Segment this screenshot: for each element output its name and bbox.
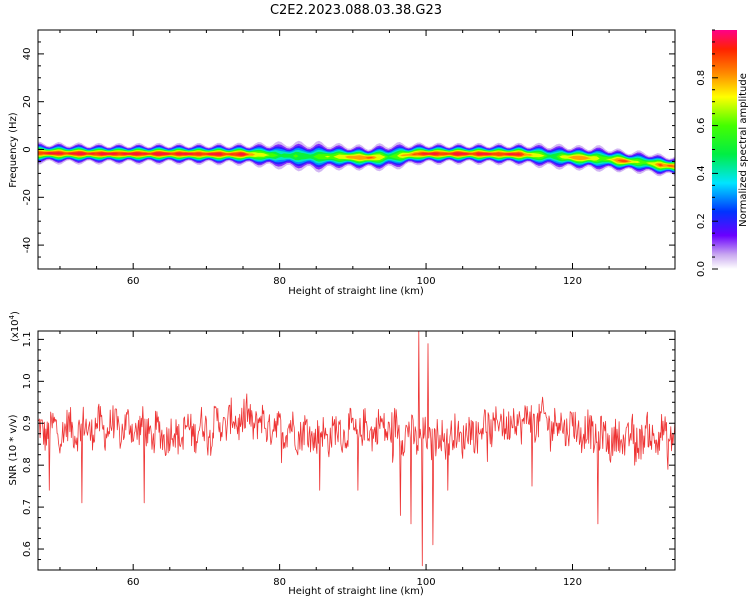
colorbar-tick-label: 0.8	[696, 70, 707, 86]
snr-xtick-label: 60	[127, 577, 140, 588]
colorbar-tick-label: 0.2	[696, 213, 707, 229]
snr-ytick-label: 1.1	[22, 331, 33, 347]
snr-ytick-label: 0.9	[22, 415, 33, 431]
colorbar-gradient	[712, 30, 737, 269]
snr-ytick-label: 0.8	[22, 457, 33, 473]
snr-ytick-label: 0.7	[22, 499, 33, 515]
spectrogram-ridge	[38, 140, 675, 177]
snr-ytick-label: 1.0	[22, 373, 33, 389]
snr-xlabel: Height of straight line (km)	[288, 586, 424, 597]
spectrogram-xtick-label: 80	[273, 276, 286, 287]
spectrogram-ytick-label: 40	[22, 48, 33, 61]
spectrogram-ticks: 60 80 100 120 -40 -20 0 20 40	[22, 29, 675, 287]
chart-title: C2E2.2023.088.03.38.G23	[270, 3, 442, 18]
spectrogram-xtick-label: 60	[127, 276, 140, 287]
colorbar: 0.0 0.2 0.4 0.6 0.8 Normalized spectral ampl…	[696, 29, 749, 277]
colorbar-tick-label: 0.0	[696, 261, 707, 277]
spectrogram-xlabel: Height of straight line (km)	[288, 286, 424, 297]
spectrogram-ytick-label: 20	[22, 95, 33, 108]
colorbar-ticks: 0.0 0.2 0.4 0.6 0.8	[696, 29, 718, 277]
colorbar-tick-label: 0.6	[696, 118, 707, 134]
snr-ticks: 60 80 100 120 0.6 0.7 0.8 0.9 1.0 1.1	[22, 331, 675, 588]
spectrogram-ytick-label: 0	[22, 146, 33, 152]
snr-frame	[37, 330, 676, 571]
spectrogram-xtick-label: 120	[563, 276, 582, 287]
spectrogram-contour-level	[38, 151, 675, 167]
snr-ylabel: SNR (10 * v/v)	[8, 414, 19, 485]
snr-xtick-label: 120	[563, 577, 582, 588]
colorbar-tick-label: 0.4	[696, 165, 707, 181]
snr-xtick-label: 80	[273, 577, 286, 588]
spectrogram-xtick-label: 100	[417, 276, 436, 287]
snr-series-line	[38, 331, 675, 567]
snr-panel: 60 80 100 120 0.6 0.7 0.8 0.9 1.0 1.1 Height of s…	[8, 311, 676, 597]
spectrogram-contour-level	[38, 152, 675, 167]
colorbar-label: Normalized spectral amplitude	[738, 73, 749, 227]
snr-multiplier: (x104)	[8, 311, 21, 342]
spectrogram-ytick-label: -20	[22, 189, 33, 205]
spectrogram-ylabel: Frequency (Hz)	[8, 112, 19, 188]
spectrogram-ytick-label: -40	[22, 237, 33, 253]
snr-ytick-label: 0.6	[22, 541, 33, 557]
snr-xtick-label: 100	[417, 577, 436, 588]
spectrogram-panel: 60 80 100 120 -40 -20 0 20 40 Height of straight…	[8, 29, 676, 297]
